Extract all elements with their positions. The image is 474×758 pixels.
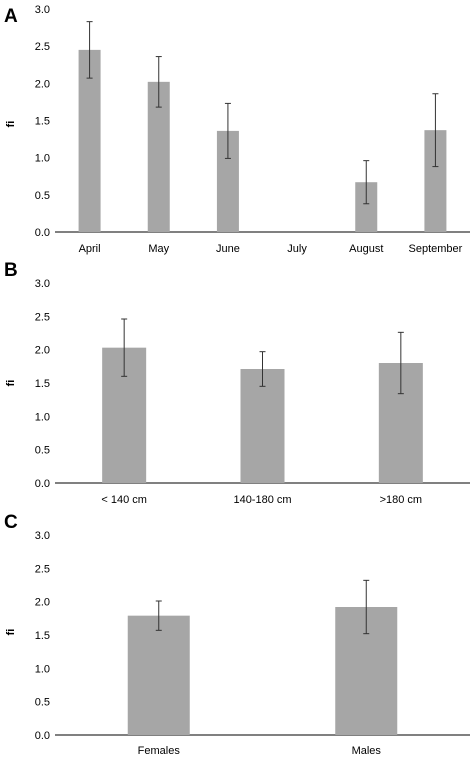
x-tick-label: < 140 cm <box>101 494 147 506</box>
y-tick-label: 0.0 <box>35 227 50 239</box>
y-tick-label: 1.5 <box>35 116 50 128</box>
x-tick-label: Males <box>352 745 382 757</box>
error-bar <box>397 331 404 395</box>
y-axis-label: fi <box>5 121 17 128</box>
chart-panel-b: Bfi 0.0 0.5 1.0 1.5 2.0 2.5 3.0 < 140 cm 140-180 … <box>4 260 470 506</box>
y-axis-label: fi <box>5 629 17 636</box>
y-tick-label: 2.0 <box>35 345 50 357</box>
error-bar <box>155 600 162 631</box>
x-tick-label: August <box>349 243 383 255</box>
x-tick-label: July <box>287 243 307 255</box>
panel-letter: A <box>4 6 18 27</box>
error-bar <box>224 102 231 159</box>
bar <box>147 81 170 232</box>
bar <box>424 130 447 232</box>
y-tick-label: 0.0 <box>35 478 50 490</box>
y-tick-label: 1.0 <box>35 411 50 423</box>
bar <box>355 182 378 232</box>
y-tick-label: 3.0 <box>35 4 50 16</box>
y-tick-label: 1.0 <box>35 663 50 675</box>
y-tick-label: 2.0 <box>35 597 50 609</box>
y-axis-label: fi <box>5 380 17 387</box>
chart-panel-c: Cfi 0.0 0.5 1.0 1.5 2.0 2.5 3.0 Females Males <box>4 512 470 757</box>
y-tick-label: 1.5 <box>35 378 50 390</box>
y-tick-label: 0.0 <box>35 730 50 742</box>
y-tick-label: 1.5 <box>35 630 50 642</box>
error-bar <box>432 93 439 168</box>
error-bar <box>155 56 162 108</box>
x-tick-label: June <box>216 243 240 255</box>
chart-panel-a: Afi 0.0 0.5 1.0 1.5 2.0 2.5 3.0 April May June July… <box>4 4 470 255</box>
error-bar <box>363 579 370 635</box>
bar <box>240 369 285 483</box>
bar <box>127 615 190 735</box>
bar <box>216 130 239 232</box>
y-tick-label: 0.5 <box>35 697 50 709</box>
panel-letter: C <box>4 512 18 533</box>
error-bar <box>363 160 370 205</box>
panel-letter: B <box>4 260 18 281</box>
error-bar <box>259 351 266 387</box>
x-tick-label: September <box>409 243 463 255</box>
x-tick-label: May <box>148 243 169 255</box>
error-bar <box>121 318 128 377</box>
bar <box>78 49 101 233</box>
y-tick-label: 2.5 <box>35 41 50 53</box>
y-tick-label: 2.5 <box>35 311 50 323</box>
x-tick-label: 140-180 cm <box>233 494 291 506</box>
y-tick-label: 2.5 <box>35 563 50 575</box>
y-tick-label: 1.0 <box>35 153 50 165</box>
y-tick-label: 0.5 <box>35 190 50 202</box>
x-tick-label: April <box>79 243 101 255</box>
y-tick-label: 0.5 <box>35 445 50 457</box>
y-tick-label: 2.0 <box>35 78 50 90</box>
x-tick-label: Females <box>138 745 181 757</box>
error-bar <box>86 21 93 79</box>
y-tick-label: 3.0 <box>35 530 50 542</box>
y-tick-label: 3.0 <box>35 278 50 290</box>
x-tick-label: >180 cm <box>380 494 423 506</box>
